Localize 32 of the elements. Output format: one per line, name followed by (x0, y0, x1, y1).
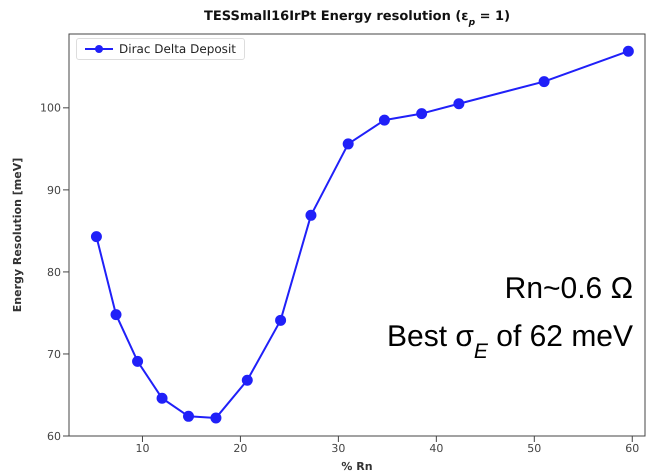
point (305, 210, 316, 221)
y-tick-label: 100 (40, 102, 61, 115)
point (378, 114, 390, 126)
point (342, 138, 354, 150)
y-tick-label: 90 (47, 184, 61, 197)
x-tick-label: 30 (331, 442, 346, 455)
x-tick-label: 50 (527, 442, 542, 455)
y-tick-label: 70 (47, 348, 61, 361)
point (242, 374, 253, 386)
point (210, 412, 222, 424)
point (156, 392, 168, 404)
x-axis-title: % Rn (341, 460, 373, 473)
point (538, 76, 550, 88)
x-tick-label: 60 (625, 442, 640, 455)
legend-label: Dirac Delta Deposit (119, 42, 236, 56)
y-tick-label: 60 (47, 430, 61, 443)
point (275, 314, 286, 326)
x-tick-label: 10 (135, 442, 150, 455)
y-tick-label: 80 (47, 266, 61, 279)
annotation: Rn~0.6 Ω (504, 272, 633, 305)
point (90, 231, 102, 242)
point (110, 309, 122, 320)
point (132, 356, 144, 367)
point (453, 98, 464, 110)
point (416, 108, 428, 120)
x-tick-label: 20 (233, 442, 248, 455)
y-axis-title: Energy Resolution [meV] (10, 158, 24, 312)
x-tick-label: 40 (429, 442, 444, 455)
point (622, 46, 634, 57)
annotation: Best σ$_{E}$ of 62 meV (387, 320, 633, 362)
chart-title: TESSmall16IrPt Energy resolution (ε$_{p}$ = 1) (204, 9, 510, 28)
point (183, 410, 194, 422)
